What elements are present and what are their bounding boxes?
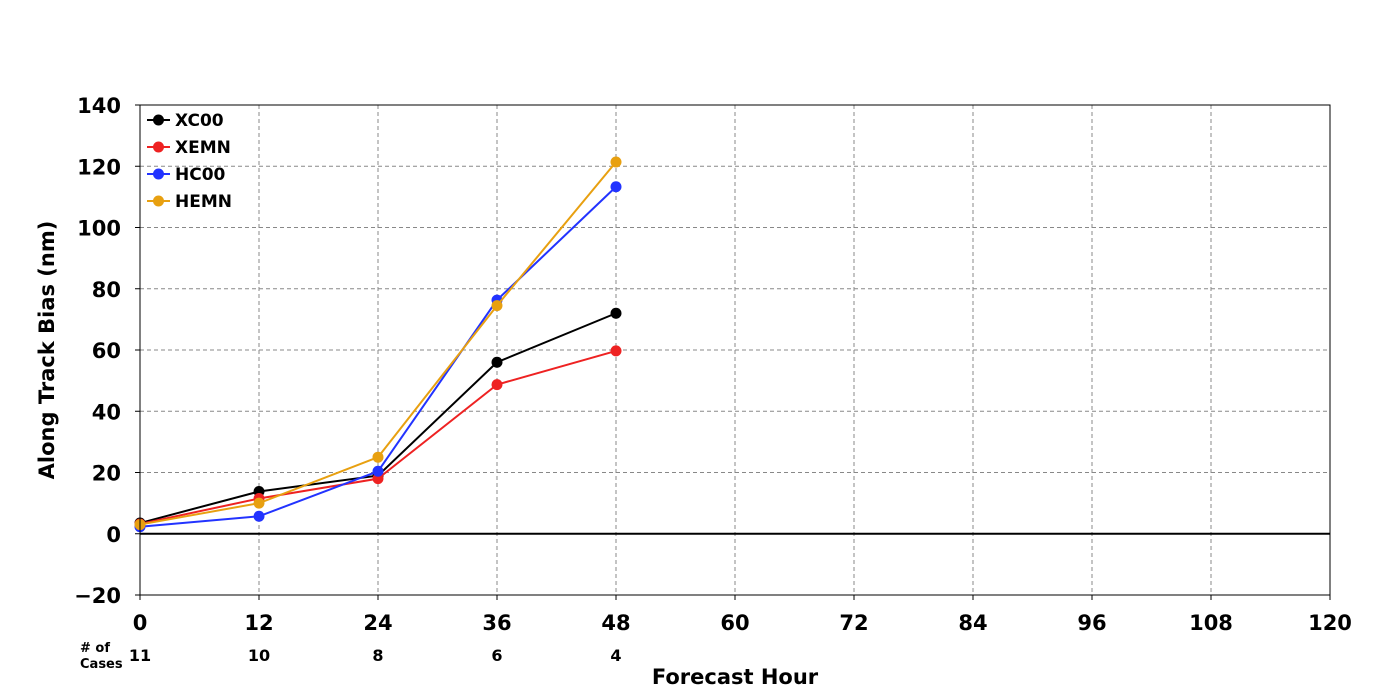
case-count: 6 xyxy=(491,646,502,665)
legend-label: HEMN xyxy=(175,192,232,212)
data-point xyxy=(610,345,622,357)
cases-label-line2: Cases xyxy=(80,657,123,672)
legend: XC00 XEMN HC00 HEMN xyxy=(147,111,232,212)
data-point xyxy=(491,356,503,368)
data-point xyxy=(610,156,622,168)
x-tick-label: 36 xyxy=(482,611,511,635)
y-tick-label: 140 xyxy=(77,94,121,118)
data-point xyxy=(253,497,265,509)
y-axis-label: Along Track Bias (nm) xyxy=(35,221,59,480)
series-hemn xyxy=(134,156,622,531)
series-xc00 xyxy=(134,307,622,529)
case-count: 4 xyxy=(610,646,621,665)
data-point xyxy=(491,300,503,312)
legend-label: HC00 xyxy=(175,165,226,185)
data-point xyxy=(491,379,503,391)
legend-entry: HEMN xyxy=(147,192,232,212)
data-point xyxy=(372,451,384,463)
case-count: 11 xyxy=(129,646,151,665)
series-layer xyxy=(134,156,622,533)
x-tick-label: 108 xyxy=(1189,611,1233,635)
case-count: 10 xyxy=(248,646,270,665)
x-tick-label: 96 xyxy=(1077,611,1106,635)
x-tick-label: 48 xyxy=(601,611,630,635)
legend-entry: XEMN xyxy=(147,138,231,158)
data-point xyxy=(372,465,384,477)
x-tick-labels: 0 12 24 36 48 60 72 84 96 108 120 xyxy=(133,611,1352,635)
y-tick-label: −20 xyxy=(74,584,121,608)
y-tick-label: 20 xyxy=(92,462,121,486)
x-axis-label: Forecast Hour xyxy=(652,665,819,689)
x-tick-label: 120 xyxy=(1308,611,1352,635)
y-tick-label: 40 xyxy=(92,400,121,424)
cases-label-line1: # of xyxy=(80,641,110,656)
legend-entry: XC00 xyxy=(147,111,224,131)
plot-frame xyxy=(139,104,1331,596)
case-count: 8 xyxy=(372,646,383,665)
data-point xyxy=(610,181,622,193)
y-tick-label: 80 xyxy=(92,278,121,302)
data-point xyxy=(253,510,265,522)
y-tick-labels: −20 0 20 40 60 80 100 120 140 xyxy=(74,94,121,608)
y-tick-label: 0 xyxy=(106,523,121,547)
legend-marker xyxy=(153,114,164,126)
x-tick-label: 60 xyxy=(720,611,749,635)
legend-marker xyxy=(153,168,164,180)
legend-entry: HC00 xyxy=(147,165,226,185)
x-tick-label: 84 xyxy=(958,611,987,635)
x-tick-label: 0 xyxy=(133,611,148,635)
y-tick-label: 100 xyxy=(77,217,121,241)
x-tick-label: 12 xyxy=(244,611,273,635)
x-tick-label: 24 xyxy=(363,611,392,635)
data-point xyxy=(610,307,622,319)
legend-marker xyxy=(153,195,164,207)
legend-label: XEMN xyxy=(175,138,231,158)
grid xyxy=(135,104,1331,600)
cases-row: # of Cases 11 10 8 6 4 xyxy=(80,641,622,672)
x-tick-label: 72 xyxy=(839,611,868,635)
y-tick-label: 120 xyxy=(77,155,121,179)
legend-label: XC00 xyxy=(175,111,224,131)
y-tick-label: 60 xyxy=(92,339,121,363)
legend-marker xyxy=(153,141,164,153)
